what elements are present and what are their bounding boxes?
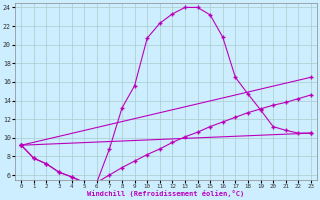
X-axis label: Windchill (Refroidissement éolien,°C): Windchill (Refroidissement éolien,°C)	[87, 190, 245, 197]
